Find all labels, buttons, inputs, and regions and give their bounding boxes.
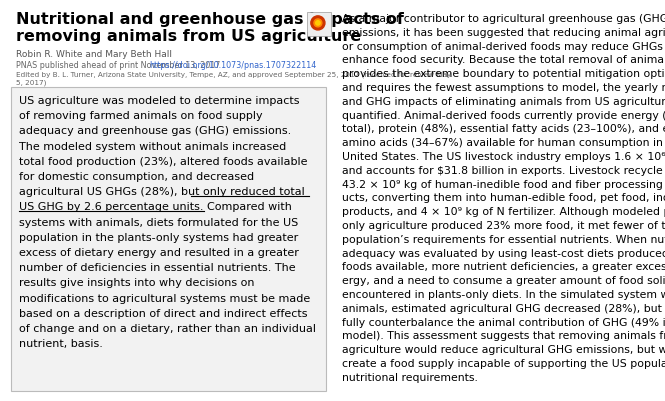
Text: create a food supply incapable of supporting the US population’s: create a food supply incapable of suppor… — [342, 358, 665, 368]
Text: US GHG by 2.6 percentage units. Compared with: US GHG by 2.6 percentage units. Compared… — [19, 202, 292, 212]
Text: foods available, more nutrient deficiencies, a greater excess of en-: foods available, more nutrient deficienc… — [342, 262, 665, 272]
Text: number of deficiencies in essential nutrients. The: number of deficiencies in essential nutr… — [19, 263, 296, 273]
Text: https://doi.org/10.1073/pnas.1707322114: https://doi.org/10.1073/pnas.1707322114 — [149, 61, 317, 70]
Text: amino acids (34–67%) available for human consumption in the: amino acids (34–67%) available for human… — [342, 138, 665, 148]
Circle shape — [316, 22, 320, 26]
Text: and GHG impacts of eliminating animals from US agriculture were: and GHG impacts of eliminating animals f… — [342, 97, 665, 107]
Text: excess of dietary energy and resulted in a greater: excess of dietary energy and resulted in… — [19, 247, 299, 257]
Text: nutritional requirements.: nutritional requirements. — [342, 372, 478, 382]
Text: ergy, and a need to consume a greater amount of food solids were: ergy, and a need to consume a greater am… — [342, 275, 665, 286]
Text: agricultural US GHGs (28%), but only reduced total: agricultural US GHGs (28%), but only red… — [19, 187, 305, 197]
Text: total food production (23%), altered foods available: total food production (23%), altered foo… — [19, 156, 307, 166]
Text: results give insights into why decisions on: results give insights into why decisions… — [19, 278, 255, 288]
FancyBboxPatch shape — [11, 88, 326, 391]
Circle shape — [314, 20, 322, 28]
Text: quantified. Animal-derived foods currently provide energy (24% of: quantified. Animal-derived foods current… — [342, 110, 665, 120]
Text: total), protein (48%), essential fatty acids (23–100%), and essential: total), protein (48%), essential fatty a… — [342, 124, 665, 134]
Text: enhance food security. Because the total removal of animals: enhance food security. Because the total… — [342, 55, 665, 65]
Text: Edited by B. L. Turner, Arizona State University, Tempe, AZ, and approved Septem: Edited by B. L. Turner, Arizona State Un… — [16, 71, 451, 77]
Text: 43.2 × 10⁹ kg of human-inedible food and fiber processing byprod-: 43.2 × 10⁹ kg of human-inedible food and… — [342, 179, 665, 189]
Text: fully counterbalance the animal contribution of GHG (49% in this: fully counterbalance the animal contribu… — [342, 317, 665, 327]
Text: systems with animals, diets formulated for the US: systems with animals, diets formulated f… — [19, 217, 298, 227]
FancyBboxPatch shape — [307, 13, 331, 37]
Text: animals, estimated agricultural GHG decreased (28%), but did not: animals, estimated agricultural GHG decr… — [342, 303, 665, 313]
Text: based on a description of direct and indirect effects: based on a description of direct and ind… — [19, 308, 307, 318]
Text: removing animals from US agriculture: removing animals from US agriculture — [16, 29, 361, 44]
Text: emissions, it has been suggested that reducing animal agriculture: emissions, it has been suggested that re… — [342, 28, 665, 38]
Text: or consumption of animal-derived foods may reduce GHGs and: or consumption of animal-derived foods m… — [342, 41, 665, 51]
Text: population in the plants-only systems had greater: population in the plants-only systems ha… — [19, 232, 298, 242]
Text: As a major contributor to agricultural greenhouse gas (GHG): As a major contributor to agricultural g… — [342, 14, 665, 24]
Text: agriculture would reduce agricultural GHG emissions, but would also: agriculture would reduce agricultural GH… — [342, 344, 665, 354]
Text: PNAS published ahead of print November 13, 2017: PNAS published ahead of print November 1… — [16, 61, 223, 70]
Text: products, and 4 × 10⁹ kg of N fertilizer. Although modeled plants-: products, and 4 × 10⁹ kg of N fertilizer… — [342, 207, 665, 217]
Text: of change and on a dietary, rather than an individual: of change and on a dietary, rather than … — [19, 323, 316, 333]
Text: Robin R. White and Mary Beth Hall: Robin R. White and Mary Beth Hall — [16, 50, 172, 59]
Text: model). This assessment suggests that removing animals from US: model). This assessment suggests that re… — [342, 330, 665, 340]
Text: for domestic consumption, and decreased: for domestic consumption, and decreased — [19, 172, 254, 182]
Circle shape — [311, 17, 325, 31]
Text: ucts, converting them into human-edible food, pet food, industrial: ucts, converting them into human-edible … — [342, 193, 665, 203]
Text: provides the extreme boundary to potential mitigation options: provides the extreme boundary to potenti… — [342, 69, 665, 79]
Text: only agriculture produced 23% more food, it met fewer of the US: only agriculture produced 23% more food,… — [342, 221, 665, 231]
Text: adequacy and greenhouse gas (GHG) emissions.: adequacy and greenhouse gas (GHG) emissi… — [19, 126, 291, 136]
Text: of removing farmed animals on food supply: of removing farmed animals on food suppl… — [19, 111, 263, 121]
Text: encountered in plants-only diets. In the simulated system with no: encountered in plants-only diets. In the… — [342, 289, 665, 299]
Text: Nutritional and greenhouse gas impacts of: Nutritional and greenhouse gas impacts o… — [16, 12, 404, 27]
Text: population’s requirements for essential nutrients. When nutritional: population’s requirements for essential … — [342, 234, 665, 244]
Text: United States. The US livestock industry employs 1.6 × 10⁶ people: United States. The US livestock industry… — [342, 152, 665, 162]
Text: US agriculture was modeled to determine impacts: US agriculture was modeled to determine … — [19, 96, 299, 106]
Text: 5, 2017): 5, 2017) — [16, 79, 47, 86]
Text: and requires the fewest assumptions to model, the yearly nutritional: and requires the fewest assumptions to m… — [342, 83, 665, 93]
Text: modifications to agricultural systems must be made: modifications to agricultural systems mu… — [19, 293, 311, 303]
Text: nutrient, basis.: nutrient, basis. — [19, 338, 103, 348]
Text: and accounts for $31.8 billion in exports. Livestock recycle more than: and accounts for $31.8 billion in export… — [342, 165, 665, 175]
Text: The modeled system without animals increased: The modeled system without animals incre… — [19, 141, 286, 151]
Text: adequacy was evaluated by using least-cost diets produced from: adequacy was evaluated by using least-co… — [342, 248, 665, 258]
